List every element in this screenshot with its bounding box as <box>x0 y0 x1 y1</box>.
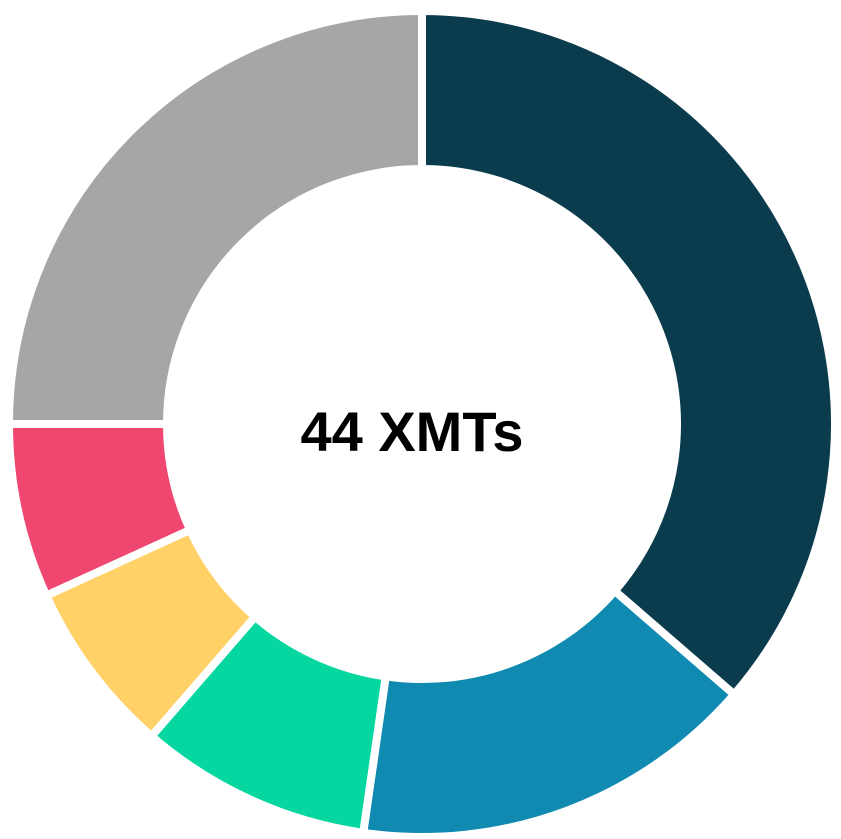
donut-slice <box>4 6 426 428</box>
center-label: 44 XMTs <box>300 400 523 463</box>
donut-slice <box>418 6 839 701</box>
slices <box>4 6 839 839</box>
donut-slice <box>358 585 740 839</box>
